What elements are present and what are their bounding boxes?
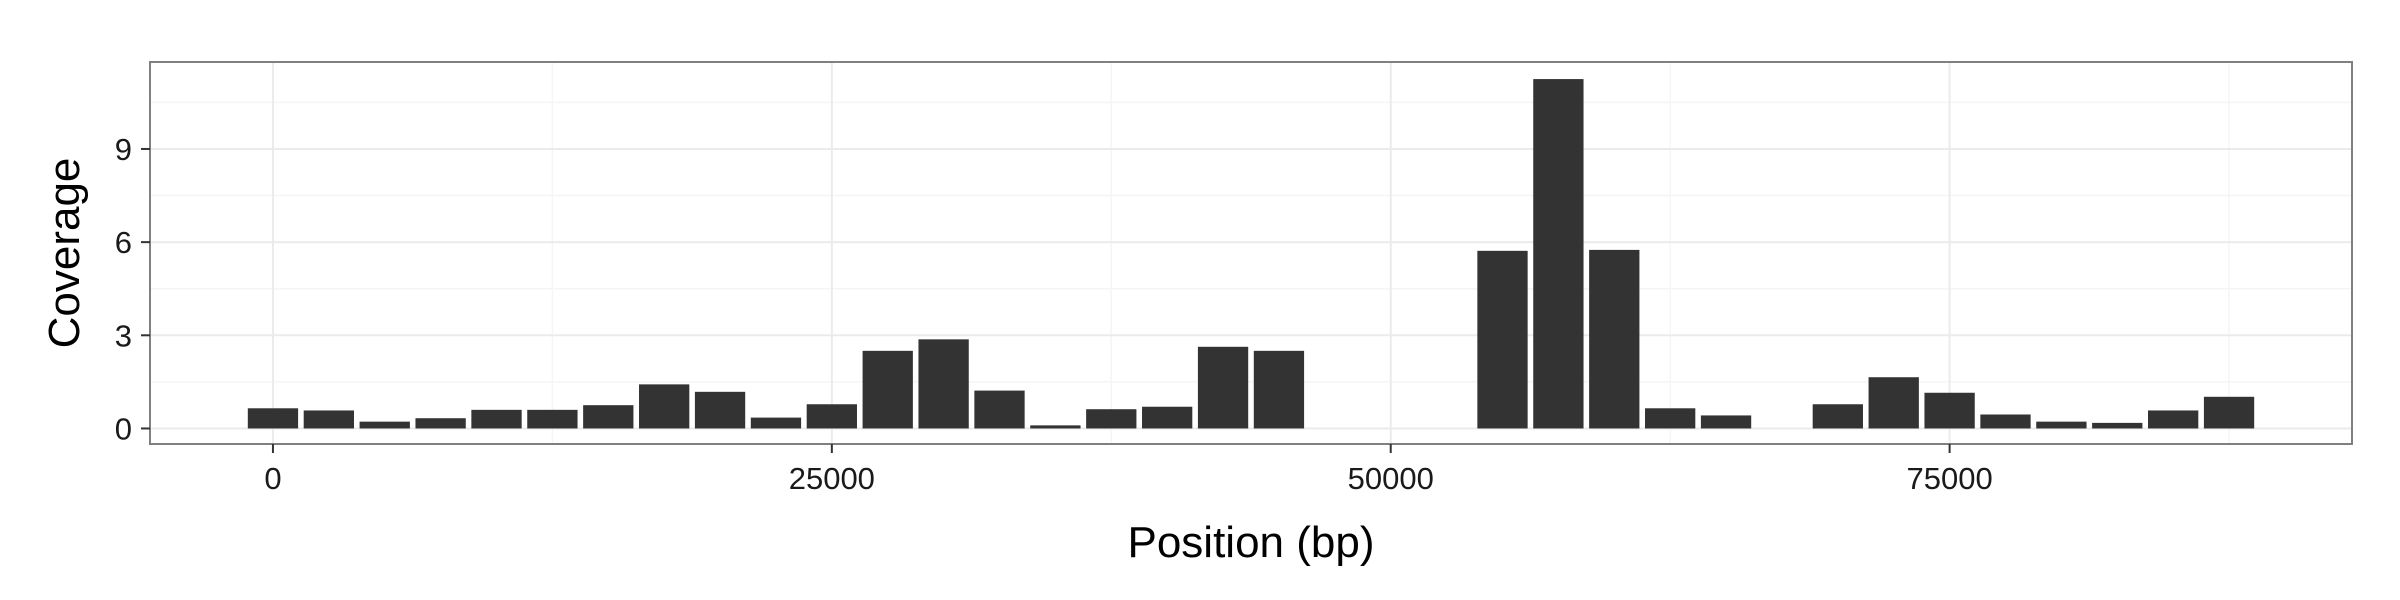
bars	[247, 79, 2255, 429]
x-axis-title: Position (bp)	[1127, 518, 1374, 567]
bar	[2092, 422, 2143, 429]
bar	[918, 339, 969, 429]
bar	[1086, 409, 1137, 429]
bar	[1980, 414, 2031, 429]
y-axis-title: Coverage	[40, 158, 89, 349]
bar	[471, 409, 522, 429]
bar	[303, 410, 354, 429]
bar	[639, 384, 690, 429]
bar	[974, 390, 1025, 429]
bar	[1812, 404, 1863, 429]
bar	[2036, 421, 2087, 429]
bar	[1253, 350, 1305, 429]
y-tick-label: 6	[115, 225, 132, 260]
bar	[750, 417, 802, 429]
bar	[1477, 250, 1528, 429]
bar	[1533, 79, 1584, 429]
y-tick-label: 3	[115, 318, 132, 353]
bar	[247, 408, 299, 429]
bar	[527, 409, 578, 429]
y-tick-label: 9	[115, 132, 132, 167]
plot-panel	[150, 62, 2352, 444]
bar	[1589, 249, 1640, 429]
bar	[1197, 346, 1249, 429]
y-tick-label: 0	[115, 411, 132, 446]
bar	[2203, 396, 2255, 429]
bar	[1700, 415, 1752, 429]
x-tick-label: 25000	[789, 461, 875, 496]
bar	[1142, 406, 1193, 429]
bar	[806, 404, 857, 429]
bar	[1924, 392, 1975, 429]
bar	[1868, 377, 1919, 429]
bar	[583, 405, 634, 429]
x-tick-label: 75000	[1906, 461, 1992, 496]
bar	[1030, 425, 1081, 429]
bar	[862, 350, 913, 429]
bar	[694, 391, 746, 429]
bar	[1645, 408, 1696, 429]
panel-border	[149, 61, 2353, 445]
axis-ticks: 0 25000 50000 75000 0 3 6 9	[115, 132, 1993, 496]
bar	[359, 421, 410, 429]
x-tick-label: 0	[264, 461, 281, 496]
bar	[2148, 410, 2199, 429]
bar	[415, 418, 466, 429]
x-tick-label: 50000	[1348, 461, 1434, 496]
